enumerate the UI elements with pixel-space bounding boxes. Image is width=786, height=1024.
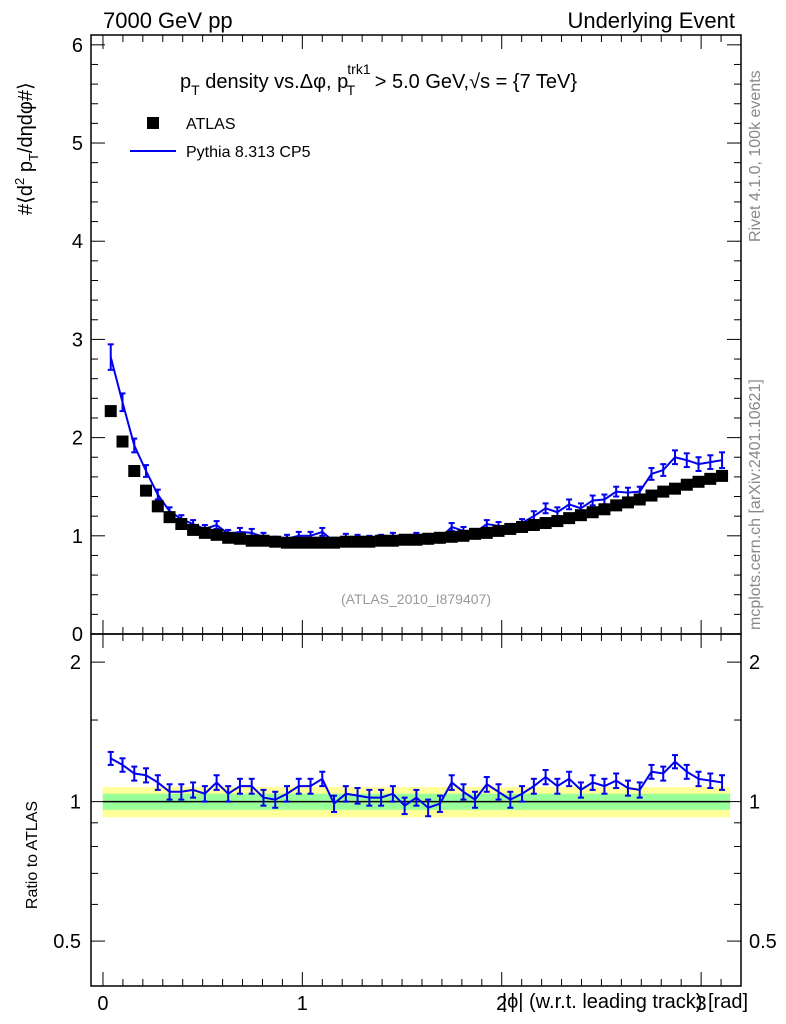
- atlas-point: [422, 532, 435, 545]
- atlas-point: [410, 533, 423, 546]
- atlas-point: [445, 530, 458, 543]
- atlas-point: [128, 464, 141, 477]
- ratio-ytick-label-left: 1: [70, 792, 81, 814]
- mcplots-label: mcplots.cern.ch [arXiv:2401.10621]: [747, 379, 764, 630]
- atlas-point: [692, 475, 705, 488]
- main-ytick-label: 3: [72, 329, 83, 351]
- atlas-point: [386, 534, 399, 547]
- atlas-point: [233, 532, 246, 545]
- atlas-point: [716, 469, 729, 482]
- atlas-point: [304, 536, 317, 549]
- atlas-point: [433, 531, 446, 544]
- ratio-ytick-label-right: 2: [749, 652, 760, 674]
- x-axis-label: |ϕ| (w.r.t. leading track) [rad]: [502, 991, 748, 1013]
- atlas-point: [492, 524, 505, 537]
- ratio-y-label: Ratio to ATLAS: [24, 801, 41, 909]
- atlas-point: [669, 482, 682, 495]
- ratio-xtick-label: 2: [496, 993, 507, 1015]
- atlas-point: [316, 536, 329, 549]
- atlas-point: [598, 503, 611, 516]
- main-y-ticks: 0 1 2 3 4 5 6: [72, 35, 741, 646]
- main-ytick-label: 0: [72, 624, 83, 646]
- atlas-point: [339, 535, 352, 548]
- atlas-point: [351, 535, 364, 548]
- atlas-point: [657, 485, 670, 498]
- atlas-point: [610, 499, 623, 512]
- atlas-point: [175, 518, 188, 531]
- atlas-point: [198, 526, 211, 539]
- atlas-point: [539, 517, 552, 530]
- header-left: 7000 GeV pp: [103, 8, 233, 33]
- atlas-point: [280, 536, 293, 549]
- legend-pythia-label: Pythia 8.313 CP5: [186, 144, 311, 161]
- atlas-point: [151, 500, 164, 513]
- atlas-point: [504, 522, 517, 535]
- ratio-ytick-label-right: 0.5: [749, 931, 777, 953]
- ratio-frame: [90, 633, 742, 987]
- atlas-point: [363, 535, 376, 548]
- main-ytick-label: 1: [72, 526, 83, 548]
- ratio-xtick-label: 0: [97, 993, 108, 1015]
- atlas-point: [222, 531, 235, 544]
- ratio-ytick-label-left: 0.5: [53, 931, 81, 953]
- main-ytick-label: 6: [72, 35, 83, 57]
- atlas-point: [257, 534, 270, 547]
- atlas-point: [292, 536, 305, 549]
- atlas-point: [551, 515, 564, 528]
- plot-title: pT density vs.Δφ, ptrk1 T > 5.0 GeV,√s = …: [180, 61, 577, 98]
- header-right: Underlying Event: [567, 8, 735, 33]
- main-data: [104, 343, 729, 549]
- main-y-label: #⟨d2 pT/dηdφ#⟩: [12, 82, 41, 215]
- ratio-xtick-label: 1: [297, 993, 308, 1015]
- ratio-panel: 0.5 0.5 1 1 2 2 0 1 2 3 Ratio to ATLAS |ϕ| (w.r.t…: [24, 633, 777, 1015]
- atlas-point: [621, 496, 634, 509]
- atlas-point: [269, 535, 282, 548]
- atlas-point: [574, 509, 587, 522]
- atlas-point: [704, 472, 717, 485]
- atlas-point: [210, 528, 223, 541]
- legend-atlas-marker: [147, 117, 159, 129]
- atlas-point: [633, 493, 646, 506]
- ratio-xtick-label: 3: [696, 993, 707, 1015]
- main-ytick-label: 2: [72, 428, 83, 450]
- ratio-ytick-label-right: 1: [749, 792, 760, 814]
- atlas-point: [480, 526, 493, 539]
- atlas-point: [328, 536, 341, 549]
- atlas-point: [563, 512, 576, 525]
- main-panel: 0 1 2 3 4 5 6 pT density vs.Δφ, ptrk1 T > 5.0 G…: [12, 34, 742, 646]
- atlas-point: [104, 405, 117, 418]
- ratio-data: [107, 750, 726, 818]
- reference-label: (ATLAS_2010_I879407): [341, 591, 491, 607]
- atlas-point: [140, 484, 153, 497]
- atlas-point: [645, 489, 658, 502]
- atlas-point: [516, 520, 529, 533]
- atlas-point: [469, 527, 482, 540]
- atlas-point: [527, 519, 540, 532]
- pythia-line: [109, 356, 723, 543]
- rivet-label: Rivet 4.1.0, 100k events: [747, 70, 764, 242]
- main-ytick-label: 5: [72, 133, 83, 155]
- atlas-point: [586, 506, 599, 519]
- atlas-point: [116, 435, 129, 448]
- atlas-point: [680, 478, 693, 491]
- atlas-point: [457, 529, 470, 542]
- atlas-point: [187, 523, 200, 536]
- ratio-ticks: 0.5 0.5 1 1 2 2 0 1 2 3: [53, 634, 777, 1015]
- ratio-ytick-label-left: 2: [70, 652, 81, 674]
- atlas-point: [398, 533, 411, 546]
- atlas-point: [245, 534, 258, 547]
- main-ytick-label: 4: [72, 231, 83, 253]
- legend-atlas-label: ATLAS: [186, 116, 236, 133]
- atlas-point: [375, 534, 388, 547]
- atlas-point: [163, 511, 176, 524]
